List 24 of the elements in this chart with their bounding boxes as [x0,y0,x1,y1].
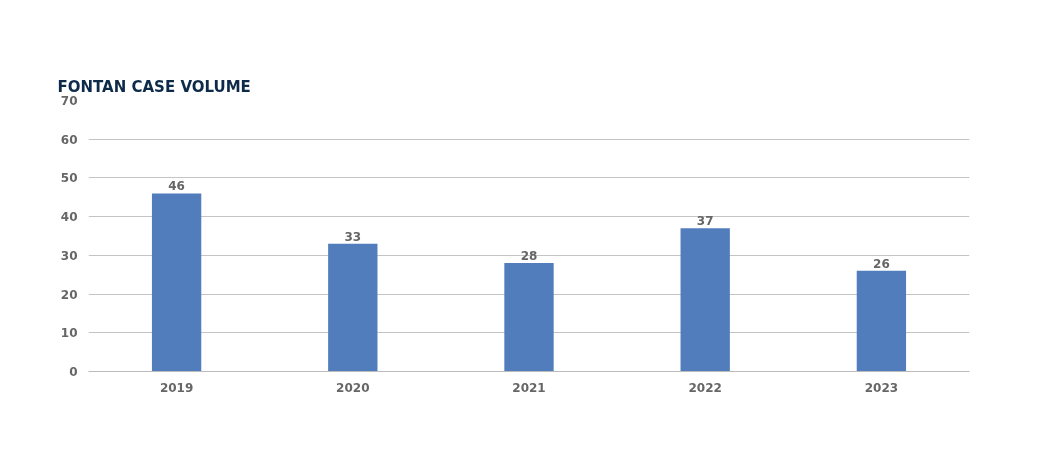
x-tick-label: 2020 [336,380,370,395]
y-tick-label: 40 [60,210,78,225]
y-tick-label: 60 [60,132,78,147]
x-tick-label: 2021 [512,380,546,395]
data-label: 46 [168,179,185,194]
data-label: 26 [873,256,890,271]
data-label: 37 [696,214,714,229]
x-tick-label: 2022 [688,380,722,395]
bar [680,228,730,372]
data-label: 28 [520,249,538,264]
y-tick-label: 20 [60,287,78,302]
data-label: 33 [344,229,362,244]
bar [151,193,202,372]
y-tick-label: 30 [60,248,78,263]
y-tick-label: 70 [60,94,78,108]
y-tick-label: 10 [60,326,78,341]
bar [504,263,554,372]
y-tick-label: 0 [69,365,78,379]
x-tick-label: 2019 [159,380,194,395]
chart-title: FONTAN CASE VOLUME [57,77,251,96]
x-tick-label: 2023 [864,380,899,395]
y-tick-label: 50 [60,171,78,186]
bar [328,243,378,372]
bar [856,270,907,372]
